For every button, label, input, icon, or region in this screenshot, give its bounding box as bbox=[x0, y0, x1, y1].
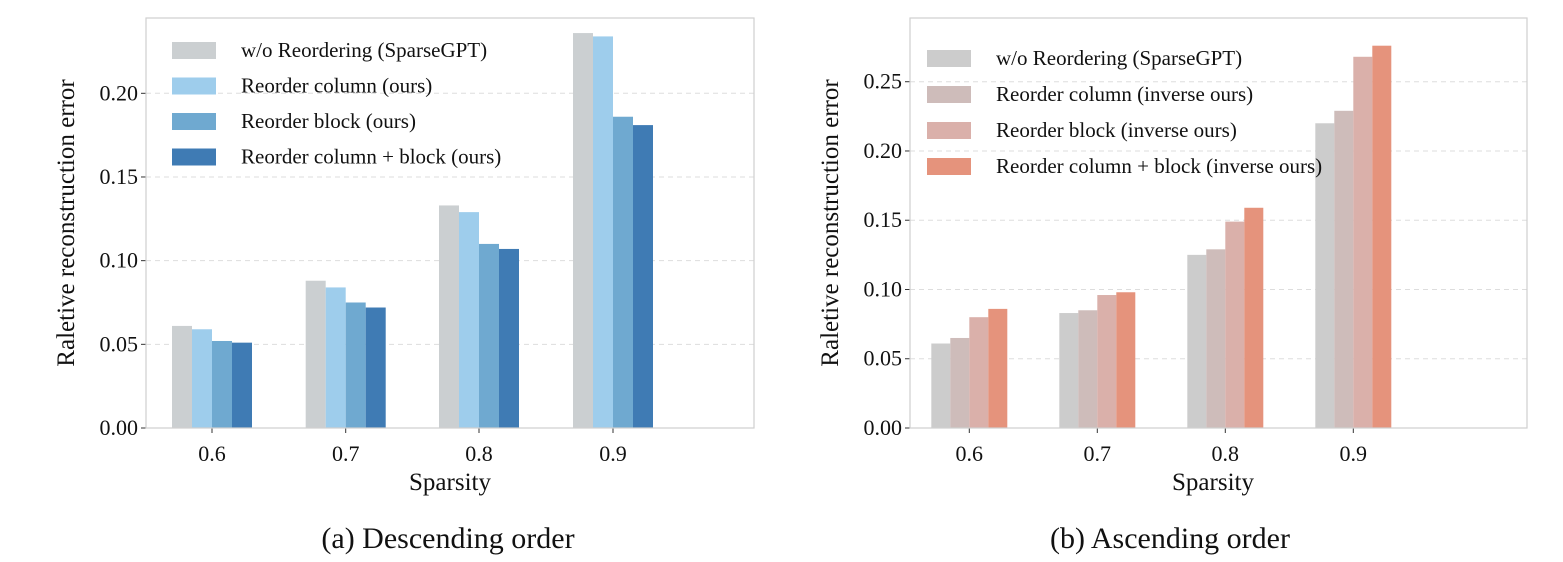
bar bbox=[1315, 123, 1335, 429]
bar bbox=[345, 302, 366, 428]
bar bbox=[950, 337, 970, 428]
bar bbox=[325, 287, 346, 428]
bar bbox=[1116, 292, 1136, 428]
legend-swatch bbox=[927, 86, 971, 103]
bar bbox=[931, 343, 951, 428]
y-tick-label: 0.00 bbox=[100, 415, 139, 440]
bar bbox=[988, 308, 1008, 428]
y-tick-label: 0.20 bbox=[864, 138, 903, 163]
y-axis-label: Raletive reconstruction error bbox=[817, 79, 844, 367]
y-tick-label: 0.25 bbox=[864, 69, 903, 94]
x-axis-label: Sparsity bbox=[409, 469, 491, 496]
y-tick-label: 0.15 bbox=[864, 207, 903, 232]
bar bbox=[305, 280, 326, 428]
bar bbox=[192, 329, 212, 428]
bar bbox=[212, 340, 232, 428]
y-tick-label: 0.10 bbox=[100, 248, 139, 273]
plot-frame bbox=[909, 17, 1528, 429]
bar bbox=[439, 205, 459, 428]
bar bbox=[1206, 249, 1226, 428]
bar bbox=[1372, 45, 1392, 429]
legend-swatch bbox=[927, 158, 971, 175]
y-tick-label: 0.05 bbox=[100, 331, 139, 356]
bar bbox=[1244, 207, 1264, 428]
x-axis-label: Sparsity bbox=[1172, 469, 1254, 496]
bar bbox=[1353, 56, 1373, 428]
legend-label: w/o Reordering (SparseGPT) bbox=[996, 46, 1242, 70]
legend-label: Reorder block (inverse ours) bbox=[996, 118, 1237, 142]
caption: (a) Descending order bbox=[321, 522, 574, 555]
x-tick-label: 0.6 bbox=[198, 441, 226, 466]
panel-ascending: (b) Ascending order Sparsity Raletive re… bbox=[817, 17, 1528, 555]
bar bbox=[1097, 295, 1117, 428]
plot-frame bbox=[145, 17, 755, 429]
legend-swatch bbox=[927, 122, 971, 139]
legend-label: Reorder column (inverse ours) bbox=[996, 82, 1253, 106]
x-tick-label: 0.9 bbox=[1340, 441, 1368, 466]
legend-label: Reorder column (ours) bbox=[241, 74, 432, 98]
y-axis-label: Raletive reconstruction error bbox=[53, 79, 80, 367]
bar bbox=[593, 36, 613, 428]
bar bbox=[633, 125, 653, 428]
legend-swatch bbox=[172, 77, 216, 95]
x-tick-label: 0.9 bbox=[599, 441, 627, 466]
x-tick-label: 0.7 bbox=[332, 441, 360, 466]
legend-swatch bbox=[172, 148, 216, 166]
y-tick-label: 0.05 bbox=[864, 346, 903, 371]
legend-swatch bbox=[927, 50, 971, 67]
legend-label: w/o Reordering (SparseGPT) bbox=[241, 38, 487, 62]
legend-label: Reorder block (ours) bbox=[241, 109, 416, 133]
bar bbox=[1078, 310, 1098, 428]
y-tick-label: 0.00 bbox=[864, 415, 903, 440]
bar bbox=[172, 325, 192, 428]
legend-swatch bbox=[172, 113, 216, 130]
x-tick-label: 0.7 bbox=[1084, 441, 1112, 466]
bar bbox=[969, 317, 989, 428]
panel-descending: (a) Descending order Sparsity Raletive r… bbox=[53, 17, 755, 555]
x-tick-label: 0.8 bbox=[465, 441, 493, 466]
bar bbox=[1225, 221, 1245, 428]
bar bbox=[573, 33, 593, 429]
x-tick-label: 0.6 bbox=[956, 441, 984, 466]
y-tick-label: 0.20 bbox=[100, 80, 139, 105]
y-tick-label: 0.15 bbox=[100, 164, 139, 189]
legend-swatch bbox=[172, 42, 216, 59]
bar bbox=[1187, 254, 1207, 428]
bar bbox=[479, 243, 499, 428]
bar bbox=[613, 116, 633, 429]
x-tick-label: 0.8 bbox=[1212, 441, 1240, 466]
legend-label: Reorder column + block (inverse ours) bbox=[996, 154, 1322, 178]
bar bbox=[459, 212, 479, 428]
legend-label: Reorder column + block (ours) bbox=[241, 145, 501, 169]
bar bbox=[232, 342, 252, 428]
bar bbox=[1334, 110, 1354, 429]
bar bbox=[1059, 313, 1079, 428]
y-tick-label: 0.10 bbox=[864, 276, 903, 301]
caption: (b) Ascending order bbox=[1050, 522, 1290, 555]
bar bbox=[499, 248, 519, 428]
bar bbox=[365, 307, 386, 428]
